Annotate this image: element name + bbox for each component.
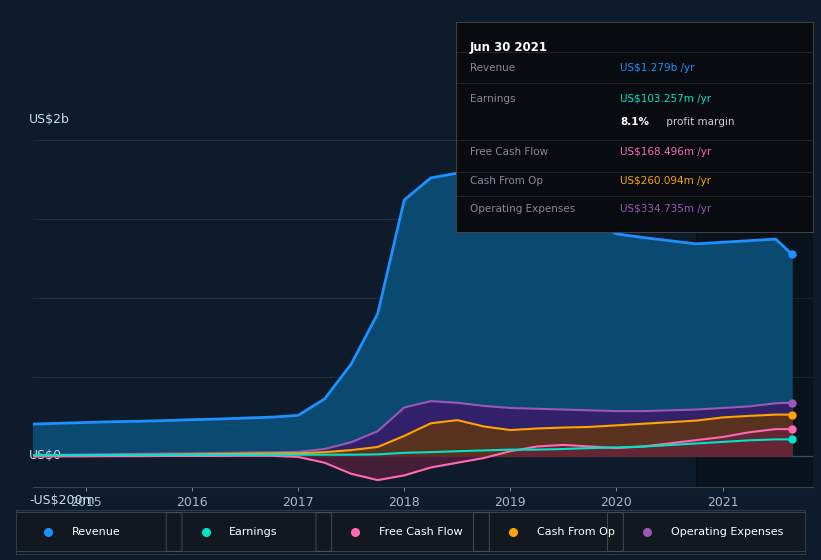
- Point: [785, 398, 798, 407]
- Point: [785, 249, 798, 258]
- Text: Operating Expenses: Operating Expenses: [671, 527, 783, 537]
- Point: [785, 410, 798, 419]
- Text: US$103.257m /yr: US$103.257m /yr: [620, 94, 711, 104]
- Text: profit margin: profit margin: [663, 117, 734, 127]
- Text: Free Cash Flow: Free Cash Flow: [470, 147, 548, 157]
- Text: US$260.094m /yr: US$260.094m /yr: [620, 176, 711, 186]
- Text: US$0: US$0: [29, 449, 62, 462]
- Text: 8.1%: 8.1%: [620, 117, 649, 127]
- Text: Free Cash Flow: Free Cash Flow: [379, 527, 462, 537]
- Text: US$334.735m /yr: US$334.735m /yr: [620, 204, 711, 214]
- Text: -US$200m: -US$200m: [29, 494, 94, 507]
- Point: [785, 435, 798, 444]
- Text: Cash From Op: Cash From Op: [537, 527, 614, 537]
- Text: US$168.496m /yr: US$168.496m /yr: [620, 147, 711, 157]
- Text: Revenue: Revenue: [71, 527, 121, 537]
- Bar: [696, 140, 813, 487]
- Text: Revenue: Revenue: [470, 63, 515, 73]
- Text: Operating Expenses: Operating Expenses: [470, 204, 576, 214]
- Text: Earnings: Earnings: [470, 94, 516, 104]
- Text: Cash From Op: Cash From Op: [470, 176, 543, 186]
- Text: US$2b: US$2b: [29, 113, 70, 126]
- Text: Earnings: Earnings: [229, 527, 277, 537]
- Text: Jun 30 2021: Jun 30 2021: [470, 41, 548, 54]
- Text: US$1.279b /yr: US$1.279b /yr: [620, 63, 695, 73]
- Point: [785, 424, 798, 433]
